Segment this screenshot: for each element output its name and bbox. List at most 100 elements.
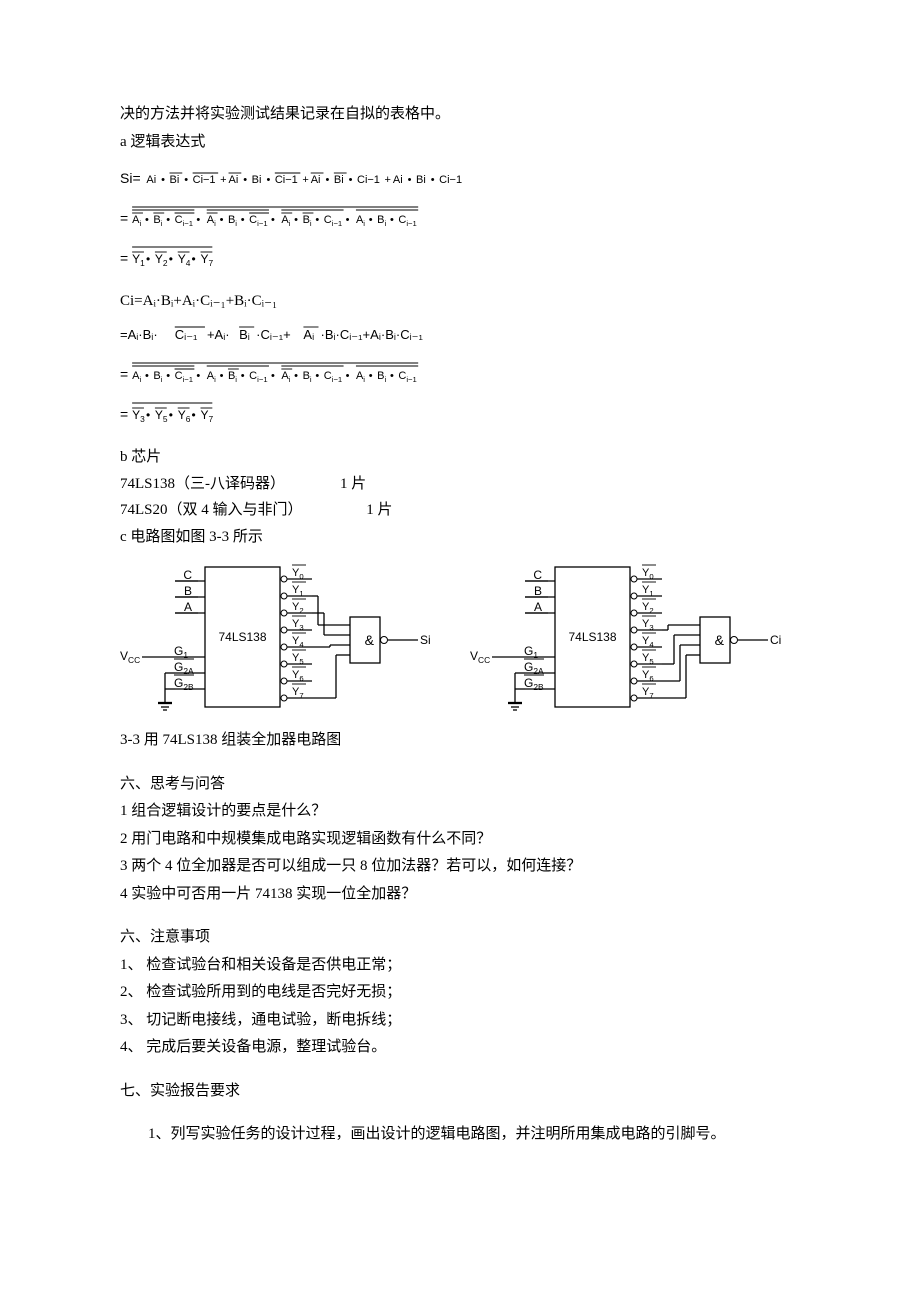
svg-text:A: A xyxy=(534,600,542,614)
svg-text:Si=: Si= xyxy=(120,170,141,186)
eq-ci-nand: =Ai•Bi•Ci−1•Ai•Bi•Ci−1•Ai•Bi•Ci−1•Ai•Bi•… xyxy=(120,357,800,387)
svg-text:•: • xyxy=(169,408,173,422)
section-6a-title: 六、思考与问答 xyxy=(120,772,800,798)
svg-text:Y0: Y0 xyxy=(292,567,304,581)
svg-text:Y2: Y2 xyxy=(642,601,654,615)
svg-text:Ai: Ai xyxy=(132,370,141,384)
svg-text:Ci−1: Ci−1 xyxy=(398,214,416,228)
svg-text:Bi: Bi xyxy=(170,174,180,186)
svg-text:Y6: Y6 xyxy=(642,669,654,683)
svg-text:•: • xyxy=(241,370,245,382)
svg-text:•: • xyxy=(369,370,373,382)
svg-text:Y1: Y1 xyxy=(642,584,654,598)
svg-text:Y5: Y5 xyxy=(155,408,168,424)
svg-text:•: • xyxy=(166,370,170,382)
svg-text:•: • xyxy=(271,214,275,226)
svg-text:Y3: Y3 xyxy=(292,618,304,632)
svg-text:•: • xyxy=(325,174,329,186)
svg-text:•: • xyxy=(145,370,149,382)
svg-text:Bi: Bi xyxy=(153,214,162,228)
svg-text:Y4: Y4 xyxy=(178,252,191,268)
svg-text:Y7: Y7 xyxy=(642,686,654,700)
svg-text:=Aᵢ·Bᵢ·: =Aᵢ·Bᵢ· xyxy=(120,327,158,342)
svg-text:Ai: Ai xyxy=(311,174,321,186)
svg-text:Bi: Bi xyxy=(303,214,312,228)
svg-text:•: • xyxy=(220,370,224,382)
section-c-title: c 电路图如图 3-3 所示 xyxy=(120,525,800,551)
circuit-diagram-3-3: 74LS138CBAG1G2AG2BVCCY0Y1Y2Y3Y4Y5Y6Y7&Si… xyxy=(120,557,800,727)
svg-text:Ci−1: Ci−1 xyxy=(275,174,298,186)
svg-text:Ci−1: Ci−1 xyxy=(175,214,193,228)
svg-text:•: • xyxy=(192,252,196,266)
svg-text:B: B xyxy=(534,584,542,598)
chip-row-74ls20: 74LS20（双 4 输入与非门） 1 片 xyxy=(120,498,800,524)
svg-text:Ci−1: Ci−1 xyxy=(439,174,462,186)
svg-text:Ci−1: Ci−1 xyxy=(324,370,342,384)
sec6b-item-2: 2、 检查试验所用到的电线是否完好无损； xyxy=(120,980,800,1006)
svg-text:•: • xyxy=(220,214,224,226)
sec6b-item-4: 4、 完成后要关设备电源，整理试验台。 xyxy=(120,1035,800,1061)
svg-text:•: • xyxy=(161,174,165,186)
svg-text:Bi: Bi xyxy=(228,214,237,228)
svg-text:•: • xyxy=(196,214,200,226)
svg-text:Y6: Y6 xyxy=(178,408,191,424)
svg-text:•: • xyxy=(192,408,196,422)
svg-text:Ai: Ai xyxy=(207,370,216,384)
eq-si-nand: =Ai•Bi•Ci−1•Ai•Bi•Ci−1•Ai•Bi•Ci−1•Ai•Bi•… xyxy=(120,201,800,231)
svg-text:Ai: Ai xyxy=(356,214,365,228)
svg-text:Y0: Y0 xyxy=(642,567,654,581)
sec7-item-1: 1、列写实验任务的设计过程，画出设计的逻辑电路图，并注明所用集成电路的引脚号。 xyxy=(120,1122,800,1148)
svg-text:Y1: Y1 xyxy=(292,584,304,598)
svg-text:Aᵢ: Aᵢ xyxy=(303,327,314,342)
eq-ci-y: =Y3•Y5•Y6•Y7 xyxy=(120,397,800,427)
svg-text:+: + xyxy=(385,174,391,186)
chip-74ls138-label: 74LS138（三-八译码器） xyxy=(120,472,340,498)
svg-text:Ai: Ai xyxy=(146,174,156,186)
svg-text:Ci−1: Ci−1 xyxy=(193,174,216,186)
svg-text:=: = xyxy=(120,210,128,226)
svg-text:Y5: Y5 xyxy=(642,652,654,666)
svg-text:Ai: Ai xyxy=(229,174,239,186)
svg-text:•: • xyxy=(315,214,319,226)
svg-text:·Cᵢ₋₁+: ·Cᵢ₋₁+ xyxy=(256,327,291,342)
svg-text:Ai: Ai xyxy=(281,214,290,228)
svg-text:B: B xyxy=(184,584,192,598)
svg-text:•: • xyxy=(294,214,298,226)
svg-text:Ci−1: Ci−1 xyxy=(324,214,342,228)
svg-text:VCC: VCC xyxy=(120,649,140,665)
sec6b-item-1: 1、 检查试验台和相关设备是否供电正常； xyxy=(120,953,800,979)
svg-text:•: • xyxy=(241,214,245,226)
svg-text:•: • xyxy=(271,370,275,382)
svg-text:G1: G1 xyxy=(174,644,188,660)
svg-text:A: A xyxy=(184,600,192,614)
svg-text:C: C xyxy=(533,568,542,582)
svg-text:•: • xyxy=(294,370,298,382)
svg-text:•: • xyxy=(346,370,350,382)
svg-text:Cᵢ₋₁: Cᵢ₋₁ xyxy=(175,327,198,342)
eq-si-y: =Y1•Y2•Y4•Y7 xyxy=(120,241,800,271)
sec6a-item-1: 1 组合逻辑设计的要点是什么？ xyxy=(120,799,800,825)
svg-text:•: • xyxy=(166,214,170,226)
svg-text:Bi: Bi xyxy=(303,370,312,384)
svg-text:Y4: Y4 xyxy=(642,635,654,649)
svg-text:G2B: G2B xyxy=(524,676,544,692)
section-a-title: a 逻辑表达式 xyxy=(120,130,800,156)
sec6a-item-3: 3 两个 4 位全加器是否可以组成一只 8 位加法器？若可以，如何连接？ xyxy=(120,854,800,880)
svg-text:Y2: Y2 xyxy=(155,252,168,268)
svg-text:Y4: Y4 xyxy=(292,635,304,649)
svg-text:Y6: Y6 xyxy=(292,669,304,683)
svg-text:Ci: Ci xyxy=(770,633,781,647)
svg-text:+: + xyxy=(302,174,308,186)
svg-text:Ai: Ai xyxy=(281,370,290,384)
svg-text:Y2: Y2 xyxy=(292,601,304,615)
svg-text:Ci−1: Ci−1 xyxy=(249,214,267,228)
svg-text:•: • xyxy=(369,214,373,226)
svg-text:•: • xyxy=(266,174,270,186)
svg-text:&: & xyxy=(365,632,375,648)
section-7-title: 七、实验报告要求 xyxy=(120,1079,800,1105)
svg-text:•: • xyxy=(390,214,394,226)
chip-row-74ls138: 74LS138（三-八译码器） 1 片 xyxy=(120,472,800,498)
chip-74ls20-pad xyxy=(303,498,367,524)
svg-text:Ai: Ai xyxy=(207,214,216,228)
chip-74ls20-qty: 1 片 xyxy=(366,498,392,524)
